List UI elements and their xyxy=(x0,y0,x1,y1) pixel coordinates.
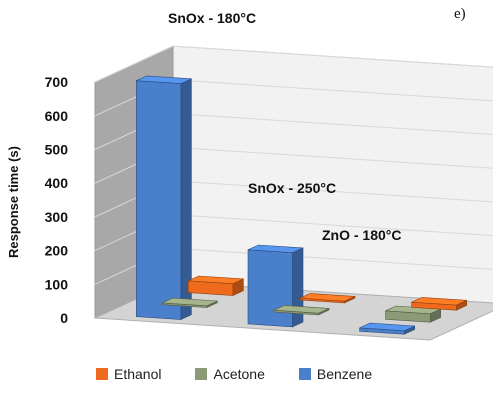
legend-swatch-acetone xyxy=(195,368,208,380)
y-tick-label: 200 xyxy=(45,243,69,259)
legend-swatch-ethanol xyxy=(96,368,108,380)
legend-label-ethanol: Ethanol xyxy=(114,366,162,382)
y-tick-label: 600 xyxy=(45,108,69,124)
bar-benzene-1 xyxy=(247,244,304,328)
y-tick-label: 400 xyxy=(45,175,69,191)
gridline xyxy=(94,45,493,83)
legend-item-acetone: Acetone xyxy=(195,366,265,382)
y-tick-label: 500 xyxy=(45,142,69,158)
bar-acetone-2 xyxy=(385,305,442,323)
y-tick-labels: 0 100 200 300 400 500 600 700 xyxy=(45,74,69,326)
y-tick-label: 300 xyxy=(45,209,69,225)
back-wall xyxy=(172,45,493,304)
panel-label: e) xyxy=(454,6,466,22)
legend-swatch-benzene xyxy=(298,368,311,380)
bar-benzene-2 xyxy=(359,322,416,335)
bar-ethanol-0 xyxy=(188,275,244,296)
category-label-snox-250: SnOx - 250°C xyxy=(248,180,337,196)
legend-label-acetone: Acetone xyxy=(213,366,265,382)
y-tick-label: 100 xyxy=(45,276,69,292)
category-label-snox-180: SnOx - 180°C xyxy=(168,10,257,26)
y-tick-label: 0 xyxy=(60,310,68,326)
bar-ethanol-2 xyxy=(411,297,468,311)
bar-benzene-0 xyxy=(136,75,192,320)
legend: Ethanol Acetone Benzene xyxy=(96,366,372,382)
chart-bars xyxy=(136,75,468,335)
legend-label-benzene: Benzene xyxy=(316,366,373,382)
legend-item-ethanol: Ethanol xyxy=(96,366,161,382)
bar-ethanol-1 xyxy=(299,293,356,304)
legend-item-benzene: Benzene xyxy=(298,366,373,382)
bar-acetone-1 xyxy=(273,305,330,316)
y-tick-label: 700 xyxy=(45,74,69,90)
bar-acetone-0 xyxy=(162,297,218,308)
y-axis-label: Response time (s) xyxy=(6,146,21,258)
category-label-zno-180: ZnO - 180°C xyxy=(322,227,402,243)
